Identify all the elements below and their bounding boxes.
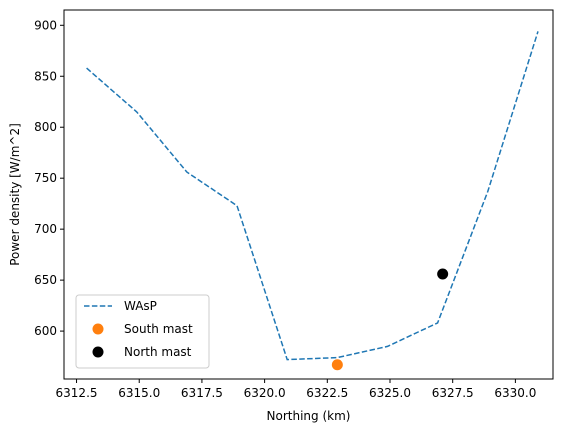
- data-point-north-mast: [437, 268, 449, 280]
- legend-label-north-mast: North mast: [124, 345, 192, 359]
- legend-label-wasp: WAsP: [124, 299, 157, 313]
- y-tick-label: 900: [34, 18, 57, 32]
- x-tick-label: 6315.0: [118, 386, 160, 400]
- y-tick-label: 600: [34, 324, 57, 338]
- plot-area: [86, 31, 539, 371]
- x-axis-label: Northing (km): [267, 409, 351, 423]
- y-axis-label: Power density [W/m^2]: [8, 123, 22, 266]
- legend-swatch-north-mast: [92, 346, 104, 358]
- y-tick-label: 750: [34, 171, 57, 185]
- x-tick-label: 6320.0: [244, 386, 286, 400]
- x-tick-label: 6322.5: [306, 386, 348, 400]
- x-tick-label: 6312.5: [56, 386, 98, 400]
- x-tick-label: 6330.0: [494, 386, 536, 400]
- x-tick-label: 6325.0: [369, 386, 411, 400]
- y-tick-label: 850: [34, 69, 57, 83]
- legend: WAsP South mast North mast: [75, 294, 210, 369]
- y-axis: 600 650 700 750 800 850 900: [34, 18, 64, 338]
- y-tick-label: 800: [34, 120, 57, 134]
- legend-swatch-south-mast: [92, 323, 104, 335]
- legend-label-south-mast: South mast: [124, 322, 193, 336]
- data-point-south-mast: [331, 359, 343, 371]
- y-tick-label: 700: [34, 222, 57, 236]
- legend-box: [75, 294, 210, 369]
- x-axis: 6312.5 6315.0 6317.5 6320.0 6322.5 6325.0 6327…: [56, 379, 536, 400]
- x-tick-label: 6327.5: [432, 386, 474, 400]
- y-tick-label: 650: [34, 273, 57, 287]
- plot-frame: [63, 9, 554, 380]
- x-tick-label: 6317.5: [181, 386, 223, 400]
- series-line-wasp: [86, 31, 539, 361]
